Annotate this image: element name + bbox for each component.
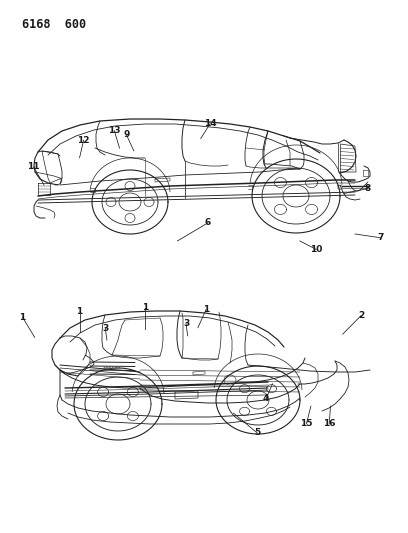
- Text: 1: 1: [76, 308, 83, 316]
- Text: SHELBY: SHELBY: [103, 366, 121, 370]
- Text: 3: 3: [183, 319, 189, 328]
- Text: 3: 3: [102, 324, 109, 333]
- Text: 8: 8: [364, 184, 370, 193]
- Text: 5: 5: [254, 429, 260, 437]
- Text: 10: 10: [310, 245, 322, 254]
- Text: 6: 6: [205, 219, 211, 227]
- Text: 1: 1: [142, 303, 148, 312]
- Text: 1: 1: [203, 305, 209, 314]
- Text: 9: 9: [123, 131, 130, 139]
- Text: 13: 13: [108, 126, 120, 135]
- Text: 4: 4: [263, 394, 269, 403]
- Text: 12: 12: [78, 136, 90, 144]
- Text: 11: 11: [27, 163, 40, 171]
- Text: 2: 2: [358, 311, 364, 320]
- Text: 15: 15: [300, 419, 313, 428]
- Text: 16: 16: [323, 419, 335, 428]
- Text: 1: 1: [19, 313, 26, 321]
- Text: 6168  600: 6168 600: [22, 18, 86, 31]
- Text: 7: 7: [377, 233, 384, 242]
- Text: 14: 14: [204, 119, 216, 128]
